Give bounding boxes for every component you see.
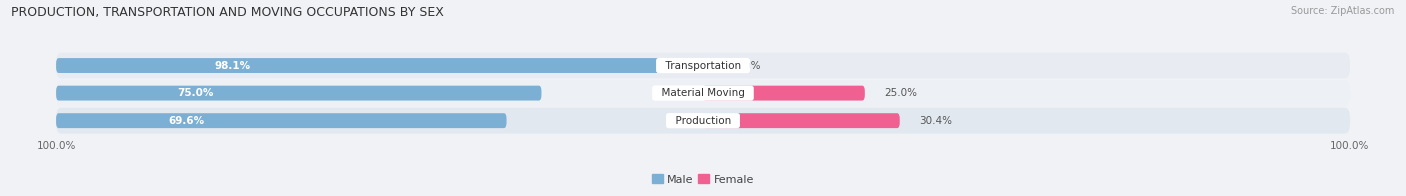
FancyBboxPatch shape <box>703 113 900 128</box>
FancyBboxPatch shape <box>56 86 541 101</box>
FancyBboxPatch shape <box>703 86 865 101</box>
FancyBboxPatch shape <box>56 113 506 128</box>
Text: Transportation: Transportation <box>658 61 748 71</box>
Legend: Male, Female: Male, Female <box>647 170 759 189</box>
Text: 98.1%: 98.1% <box>215 61 252 71</box>
FancyBboxPatch shape <box>56 80 1350 106</box>
Text: 25.0%: 25.0% <box>884 88 917 98</box>
FancyBboxPatch shape <box>56 58 690 73</box>
Text: Source: ZipAtlas.com: Source: ZipAtlas.com <box>1291 6 1395 16</box>
Text: 1.9%: 1.9% <box>735 61 761 71</box>
Text: Production: Production <box>669 116 737 126</box>
Text: Material Moving: Material Moving <box>655 88 751 98</box>
Text: 75.0%: 75.0% <box>177 88 214 98</box>
Text: 30.4%: 30.4% <box>920 116 952 126</box>
Text: 69.6%: 69.6% <box>169 116 205 126</box>
FancyBboxPatch shape <box>56 108 1350 134</box>
Text: PRODUCTION, TRANSPORTATION AND MOVING OCCUPATIONS BY SEX: PRODUCTION, TRANSPORTATION AND MOVING OC… <box>11 6 444 19</box>
FancyBboxPatch shape <box>56 53 1350 78</box>
FancyBboxPatch shape <box>703 58 716 73</box>
